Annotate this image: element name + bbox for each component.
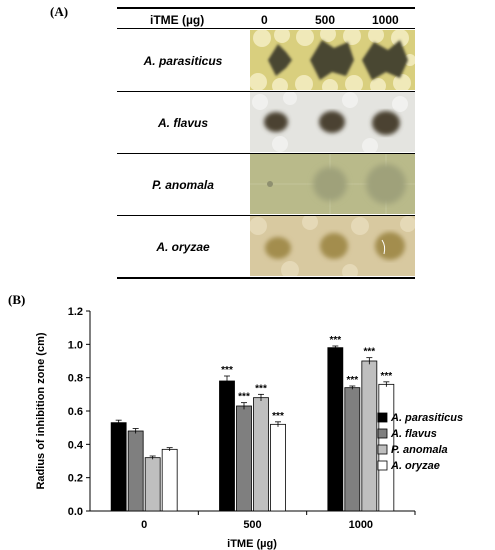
- row-rule-2: [117, 153, 415, 154]
- significance-label: ***: [255, 383, 267, 394]
- y-tick-label: 0.6: [68, 406, 83, 418]
- x-tick-label: 1000: [349, 519, 373, 531]
- bar: [144, 457, 161, 512]
- bar: [219, 380, 235, 512]
- x-tick-label: 500: [243, 519, 261, 531]
- row-label-p-anomala: P. anomala: [152, 178, 214, 192]
- panel-a-label: (A): [50, 4, 69, 19]
- row-rule-1: [117, 91, 415, 92]
- legend-label: A. parasiticus: [390, 412, 463, 424]
- bar: [236, 405, 252, 512]
- plate-image-a-flavus: [250, 92, 415, 152]
- y-axis-label: Radius of inhibition zone (cm): [35, 332, 47, 489]
- significance-label: ***: [380, 371, 392, 382]
- table-header-rule: [117, 28, 415, 29]
- legend-label: A. oryzae: [390, 460, 440, 472]
- row-label-a-oryzae: A. oryzae: [156, 240, 210, 254]
- x-axis-label: iTME (µg): [227, 538, 277, 550]
- row-rule-3: [117, 215, 415, 216]
- bar: [344, 387, 361, 512]
- bar: [161, 448, 178, 512]
- significance-label: ***: [363, 347, 375, 358]
- bar: [270, 423, 286, 512]
- x-tick-label: 0: [141, 519, 147, 531]
- legend-swatch: [377, 428, 388, 439]
- y-tick-label: 0.2: [68, 473, 83, 485]
- bar: [127, 430, 144, 512]
- y-tick-label: 0.0: [68, 506, 83, 518]
- significance-label: ***: [329, 335, 341, 346]
- y-tick-label: 0.4: [68, 439, 84, 451]
- table-dose-0: 0: [261, 13, 268, 27]
- plate-image-a-parasiticus: [250, 30, 415, 90]
- panel-b-label: (B): [8, 292, 26, 307]
- bar: [253, 397, 269, 512]
- y-tick-label: 1.2: [68, 306, 83, 318]
- legend-label: A. flavus: [390, 428, 437, 440]
- table-dose-1000: 1000: [372, 13, 399, 27]
- y-tick-label: 1.0: [68, 339, 83, 351]
- significance-label: ***: [272, 411, 284, 422]
- significance-label: ***: [238, 392, 250, 403]
- bar: [327, 347, 344, 512]
- bar: [361, 360, 378, 512]
- legend-swatch: [377, 460, 388, 471]
- legend-label: P. anomala: [391, 444, 448, 456]
- table-top-rule: [117, 7, 415, 9]
- plate-image-p-anomala: [250, 154, 415, 214]
- significance-label: ***: [221, 365, 233, 376]
- table-dose-header: iTME (µg): [150, 13, 205, 27]
- table-dose-500: 500: [315, 13, 336, 27]
- plate-image-a-oryzae: [250, 216, 415, 276]
- table-bottom-rule: [117, 277, 415, 279]
- y-tick-label: 0.8: [68, 373, 83, 385]
- legend-swatch: [377, 444, 388, 455]
- legend-swatch: [377, 412, 388, 423]
- bar: [110, 422, 127, 512]
- row-label-a-parasiticus: A. parasiticus: [143, 54, 223, 68]
- significance-label: ***: [346, 375, 358, 386]
- row-label-a-flavus: A. flavus: [157, 116, 208, 130]
